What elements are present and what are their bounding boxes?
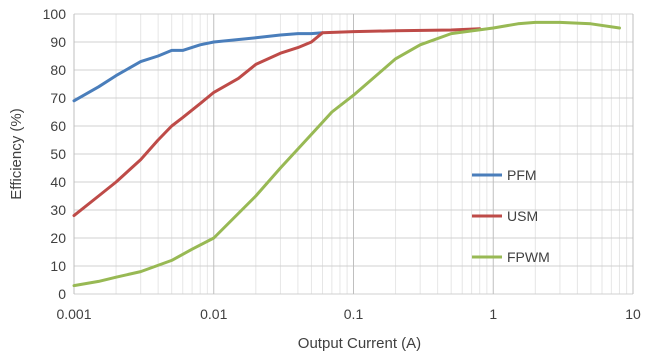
- y-tick-label: 80: [50, 62, 66, 78]
- y-tick-label: 40: [50, 174, 66, 190]
- legend-label-usm: USM: [507, 208, 538, 224]
- x-tick-label: 10: [625, 306, 641, 322]
- x-tick-label: 0.01: [200, 306, 227, 322]
- series-line-pfm: [74, 33, 323, 101]
- y-axis-title: Efficiency (%): [8, 108, 25, 199]
- x-tick-labels: 0.001 0.01 0.1 1 10: [56, 306, 641, 322]
- y-tick-label: 30: [50, 202, 66, 218]
- y-tick-label: 100: [43, 6, 67, 22]
- y-tick-label: 70: [50, 90, 66, 106]
- x-axis-title: Output Current (A): [298, 335, 421, 352]
- x-tick-label: 0.1: [344, 306, 364, 322]
- series-line-usm: [74, 29, 480, 216]
- legend-label-fpwm: FPWM: [507, 249, 550, 265]
- x-tick-label: 1: [489, 306, 497, 322]
- y-tick-label: 0: [58, 286, 66, 302]
- y-tick-label: 50: [50, 146, 66, 162]
- y-tick-label: 60: [50, 118, 66, 134]
- x-tick-label: 0.001: [56, 306, 91, 322]
- y-tick-labels: 0 10 20 30 40 50 60 70 80 90 100: [43, 6, 67, 302]
- y-tick-label: 90: [50, 34, 66, 50]
- y-tick-label: 10: [50, 258, 66, 274]
- legend-label-pfm: PFM: [507, 167, 537, 183]
- y-tick-label: 20: [50, 230, 66, 246]
